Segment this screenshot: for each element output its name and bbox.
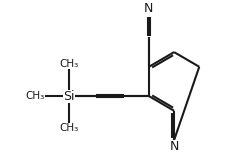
Text: CH₃: CH₃ — [59, 123, 79, 133]
Text: CH₃: CH₃ — [59, 59, 79, 69]
Text: CH₃: CH₃ — [25, 91, 45, 101]
Text: N: N — [144, 2, 154, 15]
Text: N: N — [169, 140, 179, 153]
Text: Si: Si — [63, 90, 75, 103]
